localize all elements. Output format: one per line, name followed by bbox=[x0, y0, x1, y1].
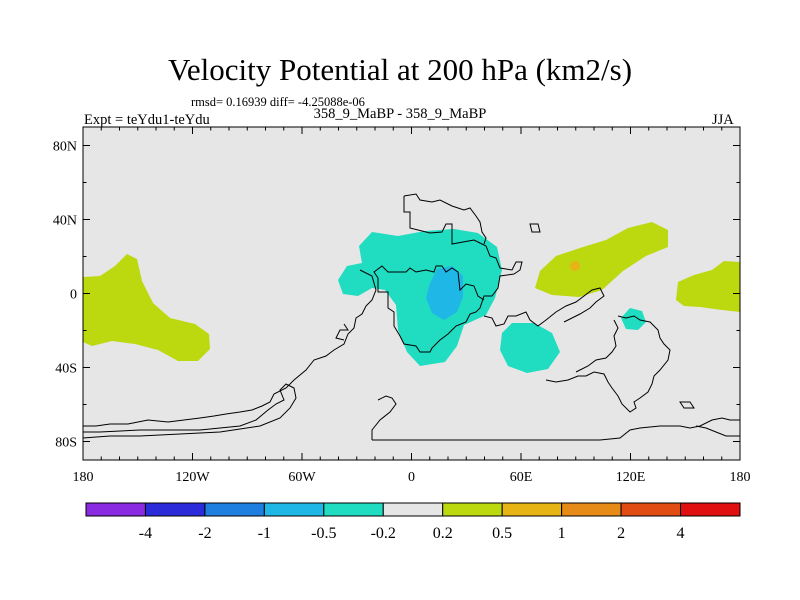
colorbar-swatch bbox=[442, 502, 503, 517]
colorbar-label: 1 bbox=[558, 525, 566, 542]
x-tick-label: 120W bbox=[175, 470, 210, 485]
coastline-australia bbox=[545, 315, 671, 413]
x-tick-label: 60W bbox=[288, 470, 316, 485]
region-africa-core-negative bbox=[426, 266, 463, 320]
coastline-central-america bbox=[529, 223, 541, 233]
coastline-europe-north bbox=[403, 193, 487, 245]
coastline-small-island bbox=[679, 401, 695, 409]
y-tick-label: 40S bbox=[55, 362, 77, 377]
colorbar-swatch bbox=[620, 502, 682, 517]
coastline-indonesia bbox=[575, 319, 619, 373]
colorbar: -4 -2 -1 -0.5 -0.2 0.2 0.5 1 2 4 bbox=[85, 502, 741, 542]
coastline-antarctica-east bbox=[371, 395, 397, 440]
colorbar-label: 0.5 bbox=[492, 525, 512, 542]
x-axis: 180 120W 60W 0 60E 120E 180 bbox=[73, 127, 751, 485]
colorbar-swatch bbox=[501, 502, 563, 517]
region-africa-atlantic-negative bbox=[338, 229, 502, 366]
colorbar-label: -1 bbox=[258, 525, 271, 542]
colorbar-label: -0.2 bbox=[371, 525, 396, 542]
x-tick-label: 120E bbox=[616, 470, 646, 485]
colorbar-swatch bbox=[680, 502, 741, 517]
colorbar-swatch bbox=[263, 502, 325, 517]
colorbar-label: -2 bbox=[198, 525, 211, 542]
x-tick-label: 180 bbox=[73, 470, 94, 485]
case-label: 358_9_MaBP - 358_9_MaBP bbox=[313, 106, 487, 122]
y-tick-label: 80N bbox=[53, 140, 77, 155]
colorbar-label: 0.2 bbox=[433, 525, 453, 542]
y-tick-label: 80S bbox=[55, 436, 77, 451]
region-asia-peak bbox=[570, 261, 580, 271]
region-central-pacific-positive bbox=[83, 254, 210, 361]
y-tick-label: 0 bbox=[70, 288, 77, 303]
colorbar-label: -4 bbox=[139, 525, 152, 542]
region-east-indian-negative bbox=[621, 308, 646, 330]
region-east-pacific-positive bbox=[676, 261, 740, 312]
colorbar-label: 4 bbox=[677, 525, 685, 542]
colorbar-swatch bbox=[204, 502, 265, 517]
coastline-africa-eurasia bbox=[373, 196, 523, 353]
coastline-antarctica-main bbox=[372, 417, 740, 441]
colorbar-swatch bbox=[323, 502, 384, 517]
coastline-arabia-india bbox=[483, 287, 605, 327]
colorbar-swatch bbox=[144, 502, 206, 517]
colorbar-swatch bbox=[561, 502, 622, 517]
stats-text: rmsd= 0.16939 diff= -4.25088e-06 bbox=[191, 95, 365, 109]
coastlines bbox=[83, 193, 740, 441]
x-tick-label: 60E bbox=[510, 470, 533, 485]
coastline-new-zealand bbox=[695, 425, 740, 437]
region-maritime-asia-positive bbox=[535, 222, 668, 297]
season-label: JJA bbox=[712, 112, 734, 128]
experiment-label: Expt = teYdu1-teYdu bbox=[84, 112, 210, 128]
region-indian-ocean-negative bbox=[500, 323, 560, 373]
x-tick-label: 0 bbox=[408, 470, 415, 485]
y-tick-label: 40N bbox=[53, 214, 77, 229]
colorbar-label: -0.5 bbox=[311, 525, 336, 542]
x-tick-label: 180 bbox=[730, 470, 751, 485]
colorbar-swatch bbox=[382, 502, 444, 517]
coastline-south-america-west bbox=[335, 323, 349, 341]
chart-title: Velocity Potential at 200 hPa (km2/s) bbox=[167, 52, 633, 87]
colorbar-label: 2 bbox=[617, 525, 625, 542]
coastline-south-america bbox=[83, 269, 377, 427]
y-axis: 80N 40N 0 40S 80S bbox=[53, 140, 740, 451]
coastline-antarctica bbox=[83, 383, 297, 439]
colorbar-swatch bbox=[85, 502, 146, 517]
